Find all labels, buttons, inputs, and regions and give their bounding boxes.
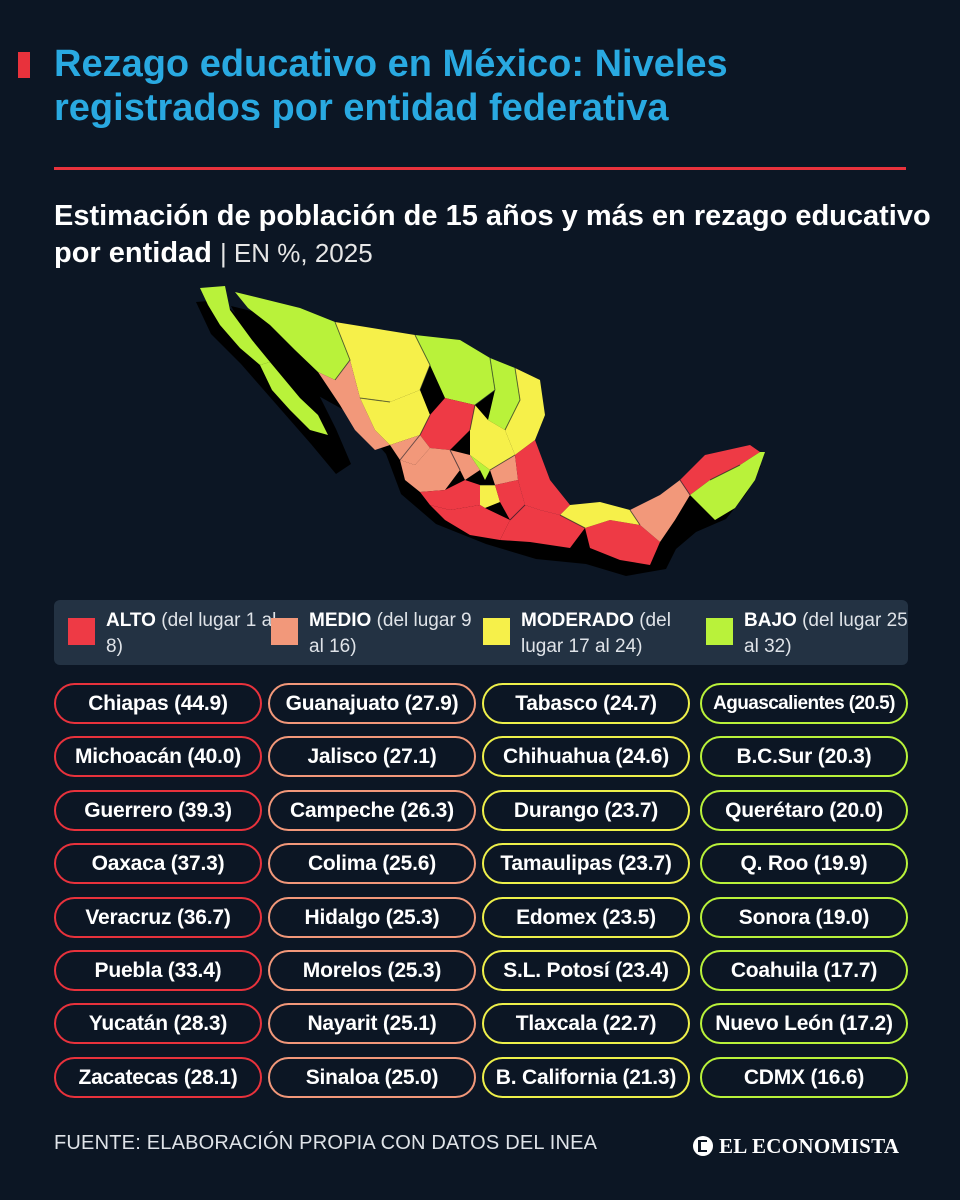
state-yucatan (680, 445, 760, 495)
state-tamaulipas (505, 368, 545, 455)
state-hidalgo (490, 455, 518, 485)
state-quintana-roo (690, 452, 765, 520)
brand-logo: EL ECONOMISTA (693, 1131, 899, 1161)
legend-label-alto: ALTO (106, 610, 156, 631)
ranking-pill: Coahuila (17.7) (700, 949, 908, 991)
state-guerrero (430, 505, 510, 540)
state-campeche (630, 480, 690, 542)
ranking-pill: Tabasco (24.7) (482, 683, 690, 724)
ranking-pill: Morelos (25.3) (268, 949, 476, 991)
legend-label-bajo: BAJO (744, 610, 797, 631)
ranking-pill: Michoacán (40.0) (54, 736, 262, 778)
chart-subtitle: Estimación de población de 15 años y más… (54, 198, 934, 272)
state-puebla (495, 480, 525, 520)
ranking-pill: Campeche (26.3) (268, 789, 476, 831)
legend-range-medio: (del lugar 9 al 16) (309, 610, 472, 657)
brand-logo-text: EL ECONOMISTA (719, 1133, 900, 1158)
ranking-pill: Tamaulipas (23.7) (482, 843, 690, 885)
ranking-pill: Nuevo León (17.2) (700, 1003, 908, 1045)
ranking-pill: S.L. Potosí (23.4) (482, 949, 690, 991)
ranking-pill: B.C.Sur (20.3) (700, 736, 908, 778)
state-coahuila (415, 335, 495, 405)
legend-label-medio: MEDIO (309, 610, 372, 631)
subtitle-unit: | EN %, 2025 (219, 238, 373, 268)
state-guanajuato (450, 450, 480, 480)
legend-swatch-alto (68, 618, 95, 645)
ranking-pill: Zacatecas (28.1) (54, 1056, 262, 1098)
ranking-pill: Chihuahua (24.6) (482, 736, 690, 778)
legend: ALTO (del lugar 1 al 8) MEDIO (del lugar… (54, 600, 908, 665)
baja-california (200, 286, 328, 435)
ranking-pill: Edomex (23.5) (482, 896, 690, 938)
legend-range-alto: (del lugar 1 al 8) (106, 610, 277, 657)
state-edomex (480, 485, 500, 508)
ranking-pill: Nayarit (25.1) (268, 1003, 476, 1045)
ranking-pill: Veracruz (36.7) (54, 896, 262, 938)
column-bajo: Aguascalientes (20.5) B.C.Sur (20.3) Que… (700, 683, 908, 1110)
state-nuevo-leon (488, 358, 520, 430)
legend-swatch-bajo (706, 618, 733, 645)
state-jalisco (400, 448, 460, 492)
state-durango (360, 390, 430, 445)
column-alto: Chiapas (44.9) Michoacán (40.0) Guerrero… (54, 683, 262, 1110)
title-divider (54, 167, 906, 170)
ranking-pill: Puebla (33.4) (54, 949, 262, 991)
page-title: Rezago educativo en México: Niveles regi… (54, 43, 728, 129)
ranking-pill: Yucatán (28.3) (54, 1003, 262, 1045)
ranking-pill: Jalisco (27.1) (268, 736, 476, 778)
state-sinaloa (318, 360, 390, 450)
legend-range-bajo: (del lugar 25 al 32) (744, 610, 908, 657)
ranking-pill: Colima (25.6) (268, 843, 476, 885)
legend-text-medio: MEDIO (del lugar 9 al 16) (309, 608, 489, 660)
legend-range-moderado: (del lugar 17 al 24) (521, 610, 671, 657)
ranking-pill: Hidalgo (25.3) (268, 896, 476, 938)
subtitle-text: Estimación de población de 15 años y más… (54, 200, 931, 269)
legend-text-alto: ALTO (del lugar 1 al 8) (106, 608, 286, 660)
ranking-pill: Guanajuato (27.9) (268, 683, 476, 724)
title-accent-bar (18, 52, 30, 78)
source-note: FUENTE: ELABORACIÓN PROPIA CON DATOS DEL… (54, 1132, 598, 1154)
state-chihuahua (335, 322, 430, 402)
state-san-luis-potosi (470, 405, 515, 470)
state-borders (334, 321, 741, 529)
ranking-pill: Tlaxcala (22.7) (482, 1003, 690, 1045)
legend-text-bajo: BAJO (del lugar 25 al 32) (744, 608, 924, 660)
state-veracruz (515, 440, 570, 515)
state-nayarit (390, 435, 430, 465)
state-chiapas (585, 520, 660, 565)
ranking-pill: Sinaloa (25.0) (268, 1056, 476, 1098)
state-baja-california-sur (260, 362, 328, 435)
state-baja-california (200, 286, 270, 365)
ranking-pill: Oaxaca (37.3) (54, 843, 262, 885)
ranking-pill: Sonora (19.0) (700, 896, 908, 938)
ranking-pill: Querétaro (20.0) (700, 789, 908, 831)
legend-label-moderado: MODERADO (521, 610, 634, 631)
legend-swatch-medio (271, 618, 298, 645)
legend-text-moderado: MODERADO (del lugar 17 al 24) (521, 608, 701, 660)
ranking-pill: Chiapas (44.9) (54, 683, 262, 724)
state-michoacan (420, 480, 480, 510)
state-queretaro (470, 455, 490, 480)
ranking-pill: Durango (23.7) (482, 789, 690, 831)
economista-logo-icon (693, 1136, 713, 1156)
column-moderado: Tabasco (24.7) Chihuahua (24.6) Durango … (482, 683, 690, 1110)
state-oaxaca (500, 505, 585, 548)
mainland-states (235, 292, 765, 565)
column-medio: Guanajuato (27.9) Jalisco (27.1) Campech… (268, 683, 476, 1110)
state-zacatecas (420, 398, 475, 450)
legend-swatch-moderado (483, 618, 510, 645)
state-tabasco (560, 502, 640, 528)
ranking-pill: Q. Roo (19.9) (700, 843, 908, 885)
state-sonora (235, 292, 350, 380)
mexico-map (196, 286, 765, 576)
ranking-pill: CDMX (16.6) (700, 1056, 908, 1098)
ranking-pill: B. California (21.3) (482, 1056, 690, 1098)
ranking-pill: Aguascalientes (20.5) (700, 683, 908, 724)
ranking-pill: Guerrero (39.3) (54, 789, 262, 831)
